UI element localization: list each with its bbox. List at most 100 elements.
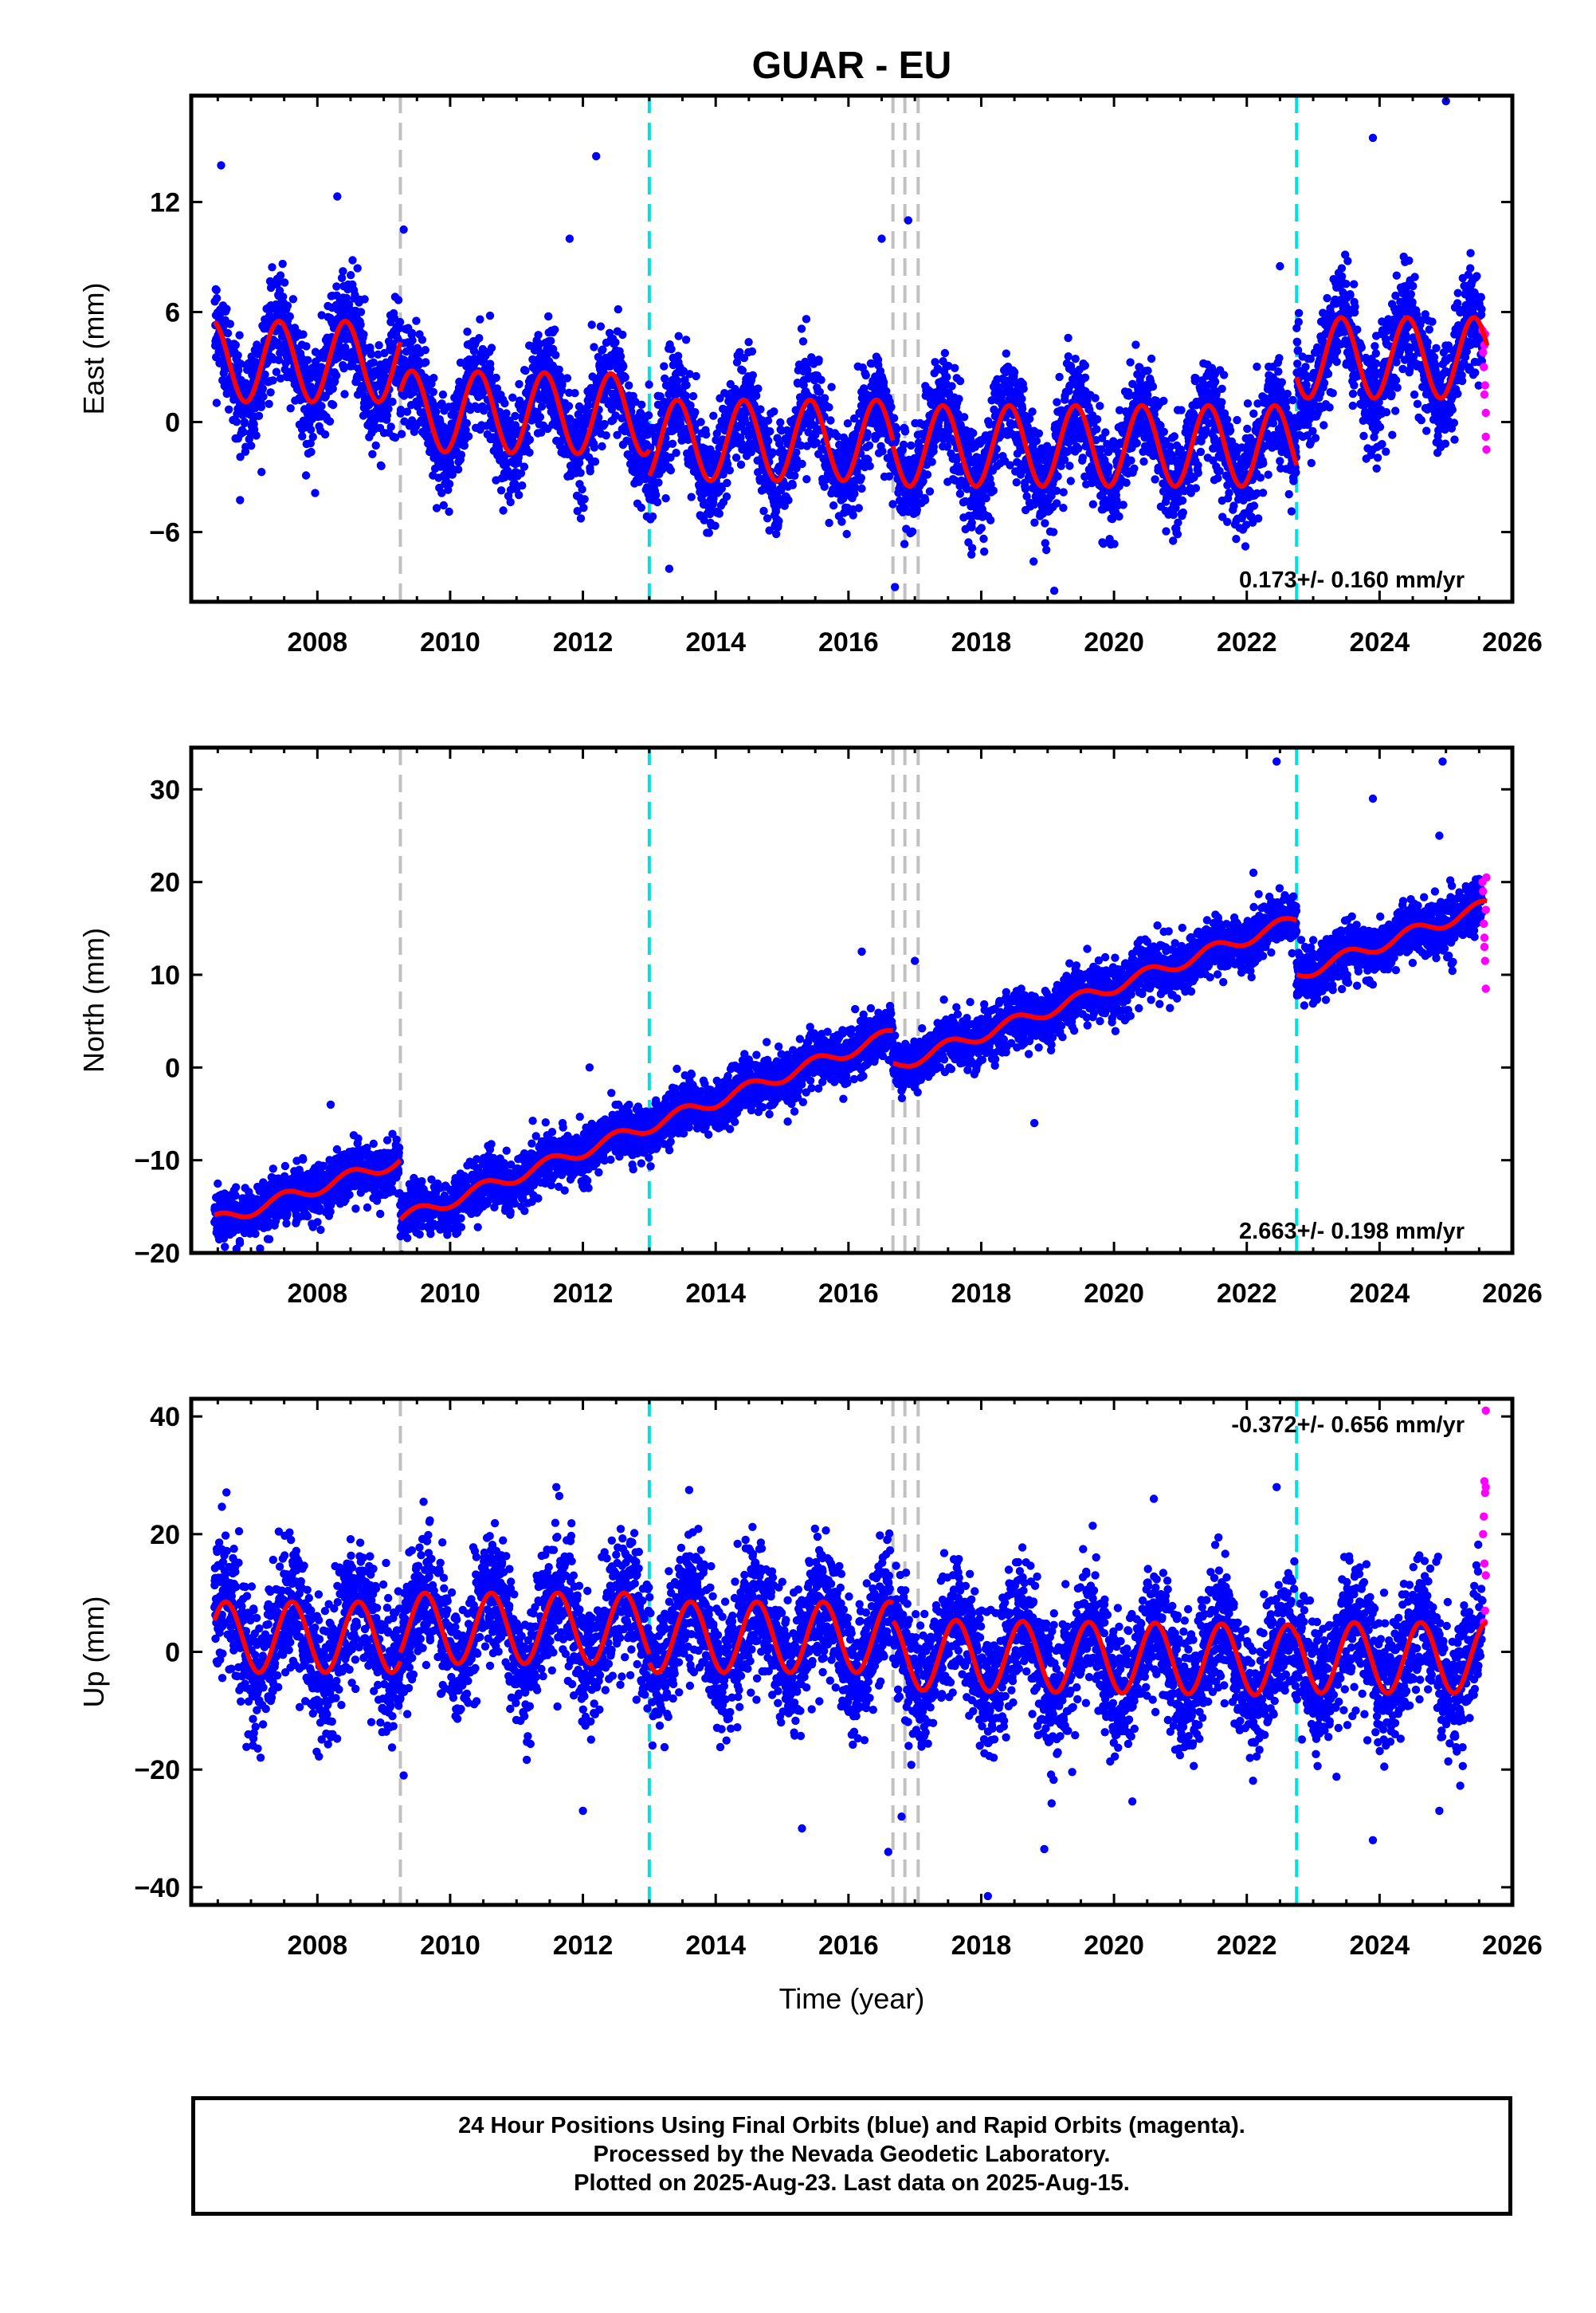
- final-orbit-point: [688, 391, 698, 401]
- final-orbit-point: [235, 331, 244, 340]
- final-orbit-point: [359, 330, 368, 339]
- final-orbit-point: [596, 322, 606, 331]
- final-orbit-point: [814, 355, 823, 364]
- final-orbit-point: [236, 453, 245, 461]
- final-orbit-point: [311, 348, 320, 356]
- final-orbit-point: [763, 416, 773, 425]
- final-orbit-point: [1178, 496, 1187, 505]
- final-orbit-point: [232, 418, 241, 426]
- final-orbit-point: [776, 418, 785, 427]
- final-orbit-point: [421, 346, 429, 355]
- final-orbit-point: [325, 417, 335, 426]
- final-orbit-point: [1059, 488, 1068, 497]
- final-orbit-point: [763, 514, 772, 523]
- final-orbit-point: [251, 358, 261, 367]
- final-orbit-point: [332, 371, 341, 380]
- final-orbit-point: [1064, 333, 1072, 343]
- final-orbit-point: [1151, 475, 1159, 484]
- final-orbit-point: [422, 358, 430, 367]
- final-orbit-point: [798, 337, 808, 346]
- final-orbit-point: [437, 489, 446, 497]
- final-orbit-point: [515, 490, 524, 500]
- final-orbit-point: [849, 511, 857, 520]
- final-orbit-point: [879, 378, 888, 387]
- final-orbit-point: [1223, 517, 1232, 526]
- final-orbit-point: [339, 364, 348, 373]
- final-orbit-point: [537, 428, 546, 437]
- final-orbit-point: [265, 399, 273, 408]
- final-orbit-point: [590, 443, 599, 452]
- final-orbit-point: [1066, 477, 1076, 485]
- final-orbit-point: [955, 395, 963, 403]
- final-orbit-point: [544, 312, 553, 321]
- final-orbit-point: [616, 351, 625, 361]
- final-orbit-point: [1091, 394, 1100, 403]
- final-orbit-point: [927, 457, 936, 466]
- final-orbit-point: [1104, 462, 1113, 472]
- final-orbit-point: [339, 267, 347, 276]
- final-orbit-point: [225, 320, 234, 328]
- final-orbit-point: [278, 259, 287, 269]
- final-orbit-point: [437, 399, 446, 408]
- final-orbit-point: [861, 371, 870, 380]
- final-orbit-point: [555, 365, 563, 374]
- final-orbit-point: [1196, 447, 1206, 457]
- final-orbit-point: [611, 338, 620, 347]
- final-orbit-point: [704, 528, 713, 537]
- final-orbit-point: [673, 351, 683, 360]
- final-orbit-point: [705, 509, 715, 519]
- final-orbit-point: [672, 449, 680, 457]
- final-orbit-point: [337, 273, 347, 282]
- final-orbit-point: [485, 311, 495, 320]
- final-orbit-point: [516, 469, 526, 477]
- final-orbit-point: [579, 504, 588, 512]
- final-orbit-point: [798, 459, 806, 469]
- final-orbit-point: [878, 447, 887, 456]
- final-orbit-point: [432, 504, 441, 512]
- final-orbit-point: [347, 271, 355, 280]
- final-orbit-point: [645, 380, 653, 389]
- final-orbit-point: [580, 495, 589, 504]
- final-orbit-point: [747, 347, 757, 356]
- final-orbit-point: [353, 264, 362, 273]
- final-orbit-point: [547, 336, 555, 345]
- final-orbit-point: [1132, 438, 1142, 448]
- final-orbit-point: [390, 433, 400, 442]
- final-orbit-point: [594, 352, 603, 362]
- final-orbit-point: [276, 374, 285, 383]
- final-orbit-point: [476, 315, 484, 324]
- final-orbit-point: [418, 336, 427, 344]
- final-orbit-point: [908, 527, 917, 536]
- final-orbit-point: [492, 384, 502, 393]
- final-orbit-point: [759, 506, 768, 516]
- final-orbit-point: [1064, 352, 1073, 361]
- final-orbit-point: [486, 364, 495, 373]
- final-orbit-point: [487, 344, 496, 352]
- final-orbit-point: [674, 332, 683, 340]
- final-orbit-point: [269, 376, 277, 385]
- final-orbit-point: [306, 439, 315, 448]
- final-orbit-point: [1225, 426, 1235, 435]
- final-orbit-point: [700, 516, 708, 524]
- final-orbit-point: [259, 392, 268, 401]
- final-orbit-point: [1029, 557, 1038, 566]
- final-orbit-point: [825, 403, 833, 412]
- final-orbit-point: [925, 487, 935, 496]
- final-orbit-point: [900, 427, 910, 436]
- final-orbit-point: [223, 328, 233, 338]
- final-orbit-point: [564, 402, 574, 410]
- final-orbit-point: [666, 453, 675, 462]
- final-orbit-point: [272, 367, 281, 376]
- final-orbit-point: [258, 384, 267, 393]
- final-orbit-point: [457, 450, 466, 459]
- final-orbit-point: [1218, 398, 1226, 406]
- final-orbit-point: [756, 405, 765, 414]
- final-orbit-point: [558, 379, 567, 389]
- final-orbit-point: [947, 382, 956, 391]
- final-orbit-point: [717, 484, 726, 493]
- final-orbit-point: [696, 418, 705, 426]
- final-orbit-point: [575, 458, 584, 467]
- final-orbit-point: [766, 427, 774, 436]
- final-orbit-point: [752, 391, 761, 400]
- final-orbit-point: [619, 362, 628, 371]
